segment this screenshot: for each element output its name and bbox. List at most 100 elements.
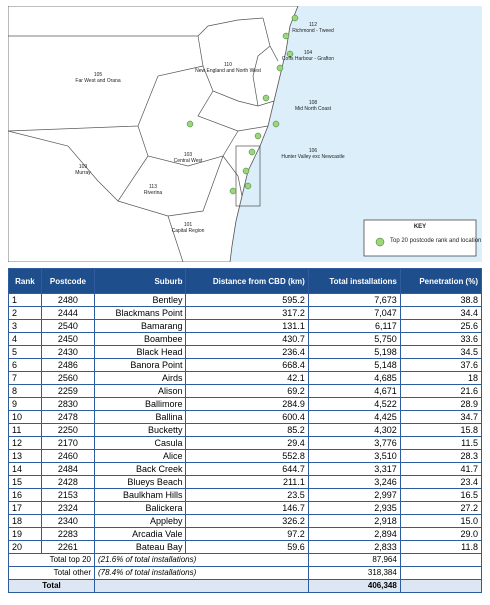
table-cell: 2170: [40, 436, 95, 450]
table-cell: 3,776: [307, 436, 401, 450]
footer-row: Total top 20 (21.6% of total installation…: [8, 553, 483, 567]
region-code: 101: [184, 222, 193, 228]
table-cell: Boambee: [93, 332, 187, 346]
footer-label: Total top 20: [8, 553, 95, 567]
table-row: 7 2560 Airds 42.1 4,685 18: [8, 371, 483, 385]
table-cell: Airds: [93, 371, 187, 385]
footer-label: Total other: [8, 566, 95, 580]
table-cell: 2450: [40, 332, 95, 346]
table-cell: 17: [8, 501, 42, 515]
header-cell: Postcode: [40, 268, 95, 294]
table-cell: 13: [8, 449, 42, 463]
table-cell: 2480: [40, 293, 95, 307]
table-row: 1 2480 Bentley 595.2 7,673 38.8: [8, 293, 483, 307]
table-cell: 2,918: [307, 514, 401, 528]
region-code: 112: [309, 22, 317, 28]
header-row: Rank Postcode Suburb Distance from CBD (km)…: [8, 268, 483, 294]
table-cell: 18: [8, 514, 42, 528]
table-cell: 34.7: [399, 410, 483, 424]
region-name: Riverina: [144, 190, 163, 196]
table-cell: 552.8: [185, 449, 309, 463]
table-cell: Ballimore: [93, 397, 187, 411]
table-cell: 16.5: [399, 488, 483, 502]
table-cell: Bentley: [93, 293, 187, 307]
region-code: 106: [309, 148, 318, 154]
table-cell: 37.6: [399, 358, 483, 372]
table-cell: Banora Point: [93, 358, 187, 372]
table-cell: 18: [399, 371, 483, 385]
region-name: Capital Region: [172, 228, 205, 234]
table-cell: Bateau Bay: [93, 540, 187, 554]
table-cell: 2,833: [307, 540, 401, 554]
region-name: Mid North Coast: [295, 106, 332, 112]
table-cell: 595.2: [185, 293, 309, 307]
table-row: 9 2830 Ballimore 284.9 4,522 28.9: [8, 397, 483, 411]
footer-blank: [399, 566, 483, 580]
table-cell: 7,047: [307, 306, 401, 320]
region-name: Coffs Harbour - Grafton: [282, 56, 334, 62]
table-row: 20 2261 Bateau Bay 59.6 2,833 11.8: [8, 540, 483, 554]
table-cell: 326.2: [185, 514, 309, 528]
table-cell: 2540: [40, 319, 95, 333]
table-cell: 644.7: [185, 462, 309, 476]
map: KEY Top 20 postcode rank and location 11…: [8, 6, 482, 262]
table-cell: 69.2: [185, 384, 309, 398]
footer-blank: [399, 579, 483, 593]
table-cell: 1: [8, 293, 42, 307]
table-cell: 11.8: [399, 540, 483, 554]
key-box: [363, 219, 477, 257]
table-cell: 4,302: [307, 423, 401, 437]
region-name: Hunter Valley exc Newcastle: [281, 154, 344, 160]
region-code: 109: [79, 164, 88, 170]
table-cell: Back Creek: [93, 462, 187, 476]
table-cell: 15: [8, 475, 42, 489]
table-cell: 3,317: [307, 462, 401, 476]
table-cell: 2283: [40, 527, 95, 541]
table-cell: 2261: [40, 540, 95, 554]
table-cell: Casula: [93, 436, 187, 450]
footer-note: (21.6% of total installations): [93, 553, 309, 567]
table-cell: Ballina: [93, 410, 187, 424]
table-cell: 10: [8, 410, 42, 424]
table-cell: 2259: [40, 384, 95, 398]
table-cell: 2444: [40, 306, 95, 320]
table-cell: 146.7: [185, 501, 309, 515]
region-name: New England and North West: [195, 68, 261, 74]
table-cell: 19: [8, 527, 42, 541]
stars: [186, 14, 299, 195]
table-row: 12 2170 Casula 29.4 3,776 11.5: [8, 436, 483, 450]
region-code: 104: [304, 50, 313, 56]
table-cell: 3,510: [307, 449, 401, 463]
footer-row: Total 406,348: [8, 579, 483, 593]
table-cell: 668.4: [185, 358, 309, 372]
table-row: 3 2540 Bamarang 131.1 6,117 25.6: [8, 319, 483, 333]
table-cell: Blueys Beach: [93, 475, 187, 489]
header-cell: Penetration (%): [399, 268, 483, 294]
region-name: Richmond - Tweed: [292, 28, 334, 34]
table-cell: 7: [8, 371, 42, 385]
table-cell: Bucketty: [93, 423, 187, 437]
footer-note: [93, 579, 309, 593]
table-row: 17 2324 Balickera 146.7 2,935 27.2: [8, 501, 483, 515]
table-cell: 42.1: [185, 371, 309, 385]
table-cell: 2324: [40, 501, 95, 515]
table-cell: 2: [8, 306, 42, 320]
table-cell: Appleby: [93, 514, 187, 528]
table-cell: 11: [8, 423, 42, 437]
table-row: 2 2444 Blackmans Point 317.2 7,047 34.4: [8, 306, 483, 320]
table-cell: 25.6: [399, 319, 483, 333]
table-cell: 8: [8, 384, 42, 398]
key-label: Top 20 postcode rank and location: [390, 238, 481, 244]
table-cell: 2484: [40, 462, 95, 476]
table-row: 19 2283 Arcadia Vale 97.2 2,894 29.0: [8, 527, 483, 541]
installations-table: Rank Postcode Suburb Distance from CBD (km)…: [8, 268, 483, 593]
table-cell: 2,935: [307, 501, 401, 515]
table-cell: 2560: [40, 371, 95, 385]
table-cell: 600.4: [185, 410, 309, 424]
region-code: 103: [184, 152, 193, 158]
table-cell: 4,671: [307, 384, 401, 398]
region-code: 113: [149, 184, 157, 190]
inset-box: [235, 145, 261, 207]
table-cell: 131.1: [185, 319, 309, 333]
footer-value: 318,384: [307, 566, 401, 580]
